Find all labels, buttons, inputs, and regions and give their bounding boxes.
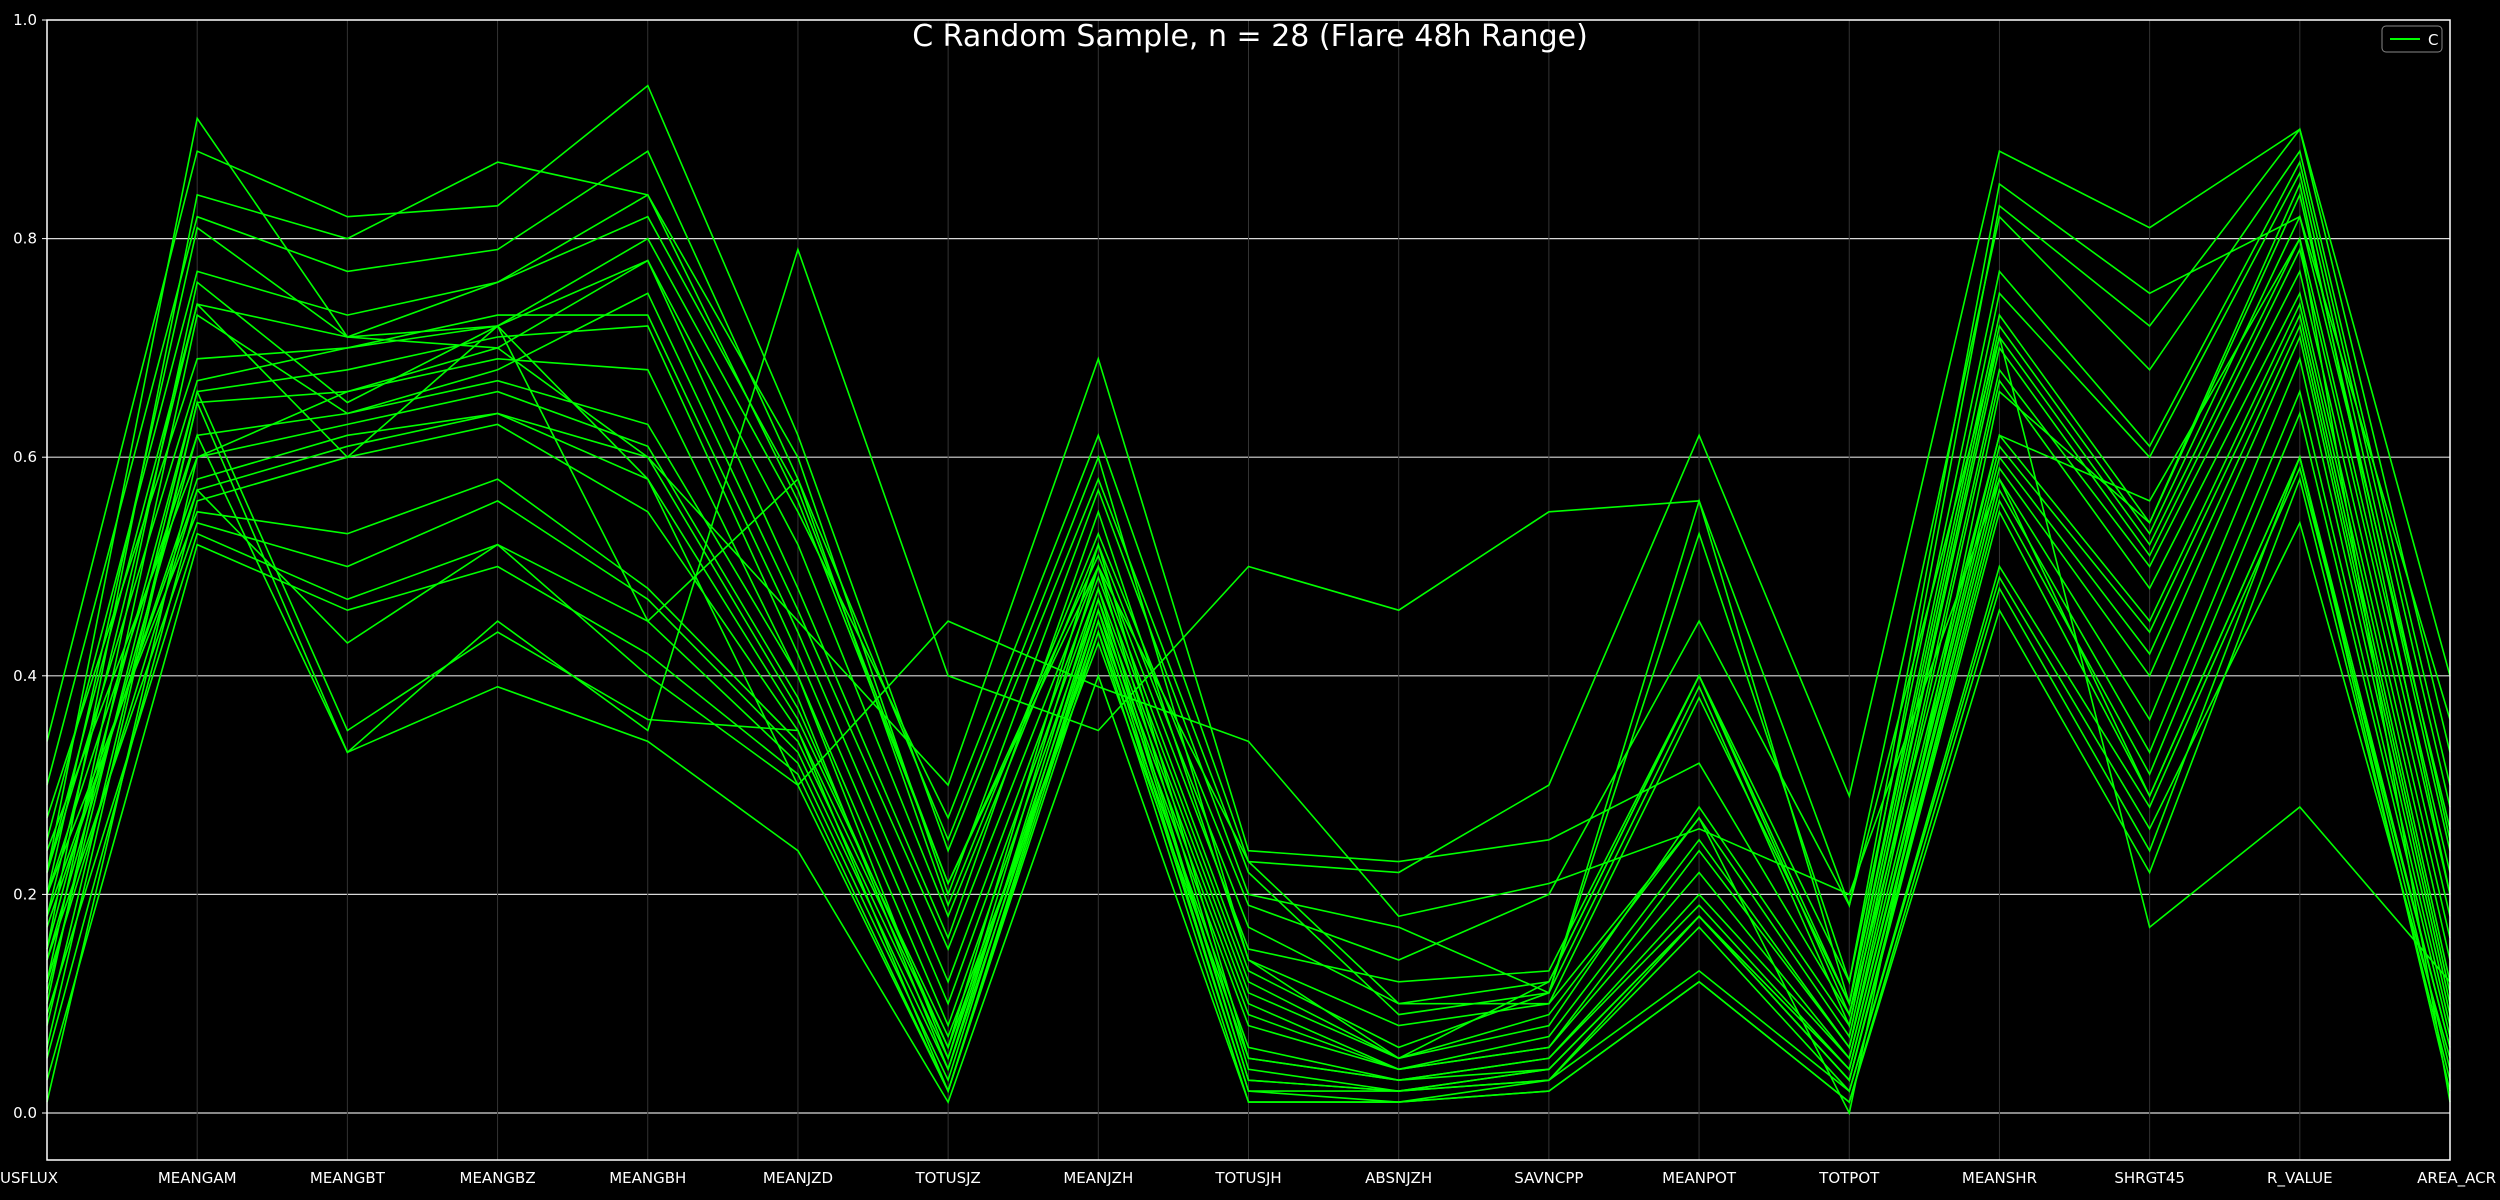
x-tick-label-totusjh: TOTUSJH — [1214, 1169, 1281, 1187]
series-line-26 — [46, 236, 2451, 1103]
series-line-23 — [46, 399, 2451, 1104]
x-tick-label-totpot: TOTPOT — [1818, 1169, 1880, 1187]
series-line-25 — [46, 302, 2451, 1092]
y-tick-label: 1.0 — [13, 11, 37, 29]
x-tick-label-meangbh: MEANGBH — [609, 1169, 686, 1187]
series-line-4 — [46, 159, 2451, 985]
plot-frame — [46, 19, 2451, 1161]
series-line-16 — [46, 356, 2451, 1082]
x-tick-label-area_acr: AREA_ACR — [2417, 1169, 2496, 1188]
x-tick-label-meanpot: MEANPOT — [1662, 1169, 1737, 1187]
series-line-8 — [46, 236, 2451, 1049]
series-line-19 — [46, 454, 2451, 1092]
x-tick-label-meangbt: MEANGBT — [310, 1169, 386, 1187]
series-line-3 — [46, 149, 2451, 961]
x-tick-label-meanshr: MEANSHR — [1962, 1169, 2037, 1187]
chart-title: C Random Sample, n = 28 (Flare 48h Range… — [912, 19, 1588, 54]
y-tick-label: 0.0 — [13, 1104, 37, 1122]
y-tick-labels: 0.0 0.2 0.4 0.6 0.8 1.0 — [13, 11, 47, 1122]
series-line-2 — [46, 127, 2451, 1004]
series-line-21 — [46, 488, 2451, 1103]
series-lines — [46, 84, 2451, 1116]
x-tick-label-totusjz: TOTUSJZ — [914, 1169, 980, 1187]
series-line-12 — [46, 301, 2451, 1071]
y-tick-label: 0.8 — [13, 230, 37, 248]
x-tick-label-meanjzd: MEANJZD — [763, 1169, 833, 1187]
series-line-13 — [46, 312, 2451, 1072]
y-tick-label: 0.2 — [13, 885, 37, 903]
series-line-9 — [46, 247, 2451, 1060]
x-tick-label-shrgt45: SHRGT45 — [2114, 1169, 2185, 1187]
series-line-17 — [46, 389, 2451, 1092]
series-line-14 — [46, 323, 2451, 1082]
legend-label: C — [2428, 31, 2438, 49]
x-tick-label-r_value: R_VALUE — [2267, 1169, 2333, 1188]
legend: C — [2381, 25, 2443, 53]
series-line-6 — [46, 192, 2451, 1007]
series-line-24 — [46, 246, 2451, 983]
x-tick-label-usflux: USFLUX — [0, 1169, 58, 1187]
series-line-1 — [46, 84, 2451, 1016]
y-tick-label: 0.4 — [13, 667, 37, 685]
x-tick-label-meangam: MEANGAM — [158, 1169, 237, 1187]
series-line-5 — [46, 170, 2451, 1007]
x-tick-label-absnjzh: ABSNJZH — [1365, 1169, 1432, 1187]
x-tick-label-savncpp: SAVNCPP — [1514, 1169, 1583, 1187]
x-tick-label-meangbz: MEANGBZ — [460, 1169, 536, 1187]
series-line-27 — [46, 181, 2451, 1116]
x-tick-labels: USFLUX MEANGAM MEANGBT MEANGBZ MEANGBH MEANJZ… — [0, 1169, 2496, 1188]
x-tick-label-meanjzh: MEANJZH — [1063, 1169, 1133, 1187]
y-tick-label: 0.6 — [13, 448, 37, 466]
